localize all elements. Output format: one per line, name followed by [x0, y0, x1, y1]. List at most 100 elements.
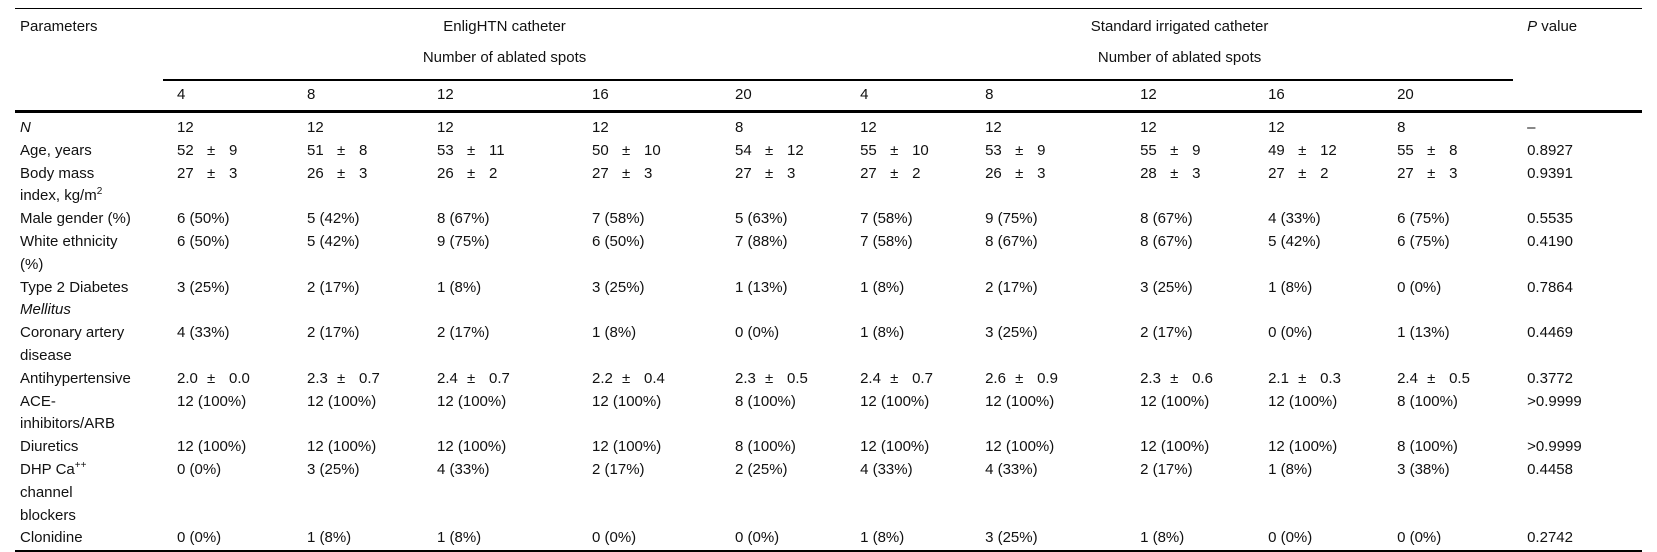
data-cell: 3 (25%) [985, 529, 1038, 547]
mean-value: 2.4 [1397, 369, 1418, 387]
data-cell: 8 (67%) [437, 210, 490, 228]
plus-minus-sign: ± [337, 141, 346, 159]
data-cell: 3 (38%) [1397, 460, 1450, 478]
plus-minus-sign: ± [765, 164, 774, 182]
data-cell: 2.3 ±0.6 [1126, 368, 1254, 391]
data-cell: 26 ±3 [293, 163, 423, 209]
table-row: Male gender (%) 6 (50%) 5 (42%) 8 (67%) 7 (5… [15, 208, 1642, 231]
plus-minus-sign: ± [1427, 164, 1436, 182]
table-row: Type 2 Diabetes Mellitus 3 (25%) 2 (17%) 1 … [15, 277, 1642, 323]
data-cell: 8 (100%) [735, 392, 796, 410]
sd-value: 3 [229, 164, 238, 182]
plus-minus-sign: ± [207, 164, 216, 182]
p-value-cell: 0.3772 [1527, 369, 1573, 387]
table-row: Antihypertensive 2.0 ±0.0 2.3 ±0.7 2.4 ±0.7 2.2… [15, 368, 1642, 391]
data-cell: 27 ±3 [1383, 163, 1513, 209]
row-label: DHP Ca++ channel blockers [15, 459, 163, 527]
row-label: Male gender (%) [15, 208, 163, 231]
plus-minus-sign: ± [337, 369, 346, 387]
group-header-standard: Standard irrigated catheter [1090, 18, 1269, 35]
row-label: ACE- inhibitors/ARB [15, 391, 163, 437]
mean-value: 2.6 [985, 369, 1006, 387]
data-cell: 1 (8%) [860, 529, 905, 547]
data-cell: 52 ±9 [163, 140, 293, 163]
sd-value: 2 [489, 164, 498, 182]
subheader-ablated-spots-enlightn: Number of ablated spots [163, 47, 847, 81]
data-cell: 12 (100%) [1140, 392, 1210, 410]
superscript-text: ++ [74, 459, 87, 471]
row-label: Coronary artery disease [15, 322, 163, 368]
data-cell: 1 (8%) [437, 529, 482, 547]
plus-minus-sign: ± [622, 369, 631, 387]
data-cell: 2.4 ±0.7 [846, 368, 971, 391]
mean-value: 2.3 [307, 369, 328, 387]
data-cell: 12 (100%) [307, 392, 377, 410]
row-label: Body mass index, kg/m2 [15, 163, 163, 209]
plus-minus-sign: ± [890, 141, 899, 159]
p-value-header-italic: P [1527, 18, 1538, 35]
plus-minus-sign: ± [1298, 141, 1307, 159]
row-label-text: White ethnicity (%) [20, 232, 118, 273]
data-cell: 1 (8%) [860, 324, 905, 342]
column-header-p-value: P value [1513, 9, 1642, 112]
data-cell: 12 [293, 109, 423, 140]
data-cell: 6 (50%) [177, 210, 230, 228]
data-cell: 27 ±3 [163, 163, 293, 209]
row-label: White ethnicity (%) [15, 231, 163, 277]
data-cell: 3 (25%) [985, 324, 1038, 342]
spot-count-header: 4 [177, 86, 186, 103]
data-cell: 8 [1383, 109, 1514, 140]
data-cell: 53 ±11 [423, 140, 578, 163]
p-value-header-rest: value [1537, 18, 1578, 35]
data-cell: 8 (100%) [735, 438, 796, 456]
data-cell: 9 (75%) [985, 210, 1038, 228]
p-value-cell: 0.9391 [1527, 164, 1573, 182]
row-label: Type 2 Diabetes Mellitus [15, 277, 163, 323]
superscript-text: 2 [96, 186, 103, 198]
mean-value: 27 [1268, 164, 1285, 182]
data-cell: 0 (0%) [592, 529, 637, 547]
data-cell: 12 (100%) [985, 392, 1055, 410]
data-cell: 7 (58%) [592, 210, 645, 228]
row-label-text: Age, years [20, 141, 92, 159]
data-cell: 12 [846, 109, 972, 140]
data-cell: 12 (100%) [437, 392, 507, 410]
header-row-groups: Parameters EnligHTN catheter Standard ir… [15, 9, 1642, 48]
data-cell: 2 (25%) [735, 460, 788, 478]
data-cell: 8 (67%) [1140, 210, 1193, 228]
sd-value: 8 [359, 141, 368, 159]
data-cell: 27 ±3 [721, 163, 846, 209]
sd-value: 3 [1192, 164, 1201, 182]
data-cell: 53 ±9 [971, 140, 1126, 163]
baseline-characteristics-table: Parameters EnligHTN catheter Standard ir… [15, 8, 1643, 552]
plus-minus-sign: ± [1170, 164, 1179, 182]
plus-minus-sign: ± [1015, 369, 1024, 387]
table-body: N 12 12 12 12 8 12 12 12 12 8– Age, years 52 ±9 51 ±8 53… [15, 109, 1643, 552]
plus-minus-sign: ± [1427, 141, 1436, 159]
mean-value: 55 [1397, 141, 1414, 159]
mean-value: 2.2 [592, 369, 613, 387]
table-row: Diuretics 12 (100%) 12 (100%) 12 (100%) 12 (… [15, 436, 1642, 459]
sd-value: 3 [1449, 164, 1458, 182]
data-cell: 0 (0%) [1268, 529, 1313, 547]
plus-minus-sign: ± [207, 141, 216, 159]
mean-value: 28 [1140, 164, 1157, 182]
data-cell: 0 (0%) [1397, 278, 1442, 296]
data-cell: 2.4 ±0.7 [423, 368, 578, 391]
p-value-cell: 0.7864 [1527, 278, 1573, 296]
data-cell: 0 (0%) [1397, 529, 1442, 547]
data-cell: 6 (75%) [1397, 210, 1450, 228]
data-cell: 27 ±2 [1254, 163, 1383, 209]
data-cell: 51 ±8 [293, 140, 423, 163]
data-cell: 12 (100%) [437, 438, 507, 456]
spot-count-header: 8 [985, 86, 994, 103]
data-cell: 2.2 ±0.4 [578, 368, 721, 391]
data-cell: 2 (17%) [1140, 460, 1193, 478]
data-cell: 6 (50%) [592, 232, 645, 250]
data-cell: 2 (17%) [985, 278, 1038, 296]
row-label-text: ACE- inhibitors/ARB [20, 392, 116, 433]
data-cell: 8 (67%) [1140, 232, 1193, 250]
data-cell: 2 (17%) [1140, 324, 1193, 342]
data-cell: 55 ±9 [1126, 140, 1254, 163]
data-cell: 5 (42%) [307, 232, 360, 250]
